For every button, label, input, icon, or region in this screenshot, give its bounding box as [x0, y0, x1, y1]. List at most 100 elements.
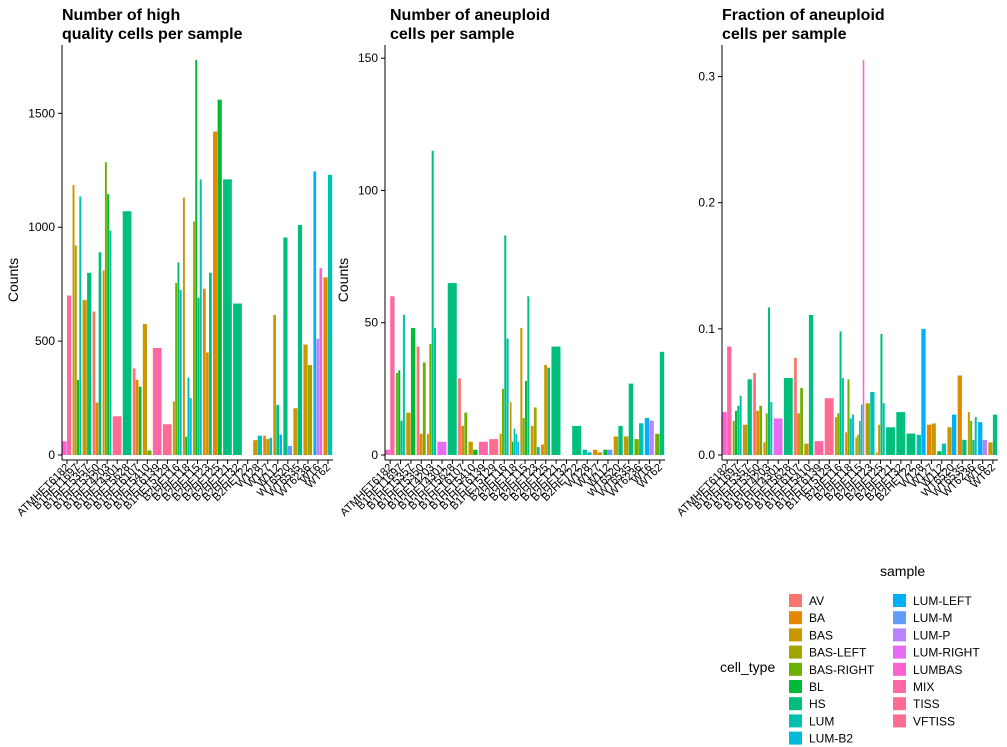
bar — [107, 194, 110, 455]
legend-item: VFTISS — [893, 714, 955, 728]
bar — [172, 401, 175, 455]
legend-item: BAS-LEFT — [789, 645, 867, 660]
panel-title-line: Number of high — [62, 7, 180, 24]
bar — [187, 377, 190, 455]
legend-item: BA — [789, 611, 825, 625]
legend-label: LUM-M — [913, 611, 952, 625]
legend-key — [789, 594, 802, 607]
legend-item: BAS-RIGHT — [789, 662, 875, 677]
bar — [896, 412, 906, 455]
legend-label: AV — [809, 594, 824, 608]
bar — [957, 375, 962, 455]
legend-item: HS — [789, 697, 826, 711]
bar — [530, 425, 534, 455]
bar — [509, 402, 512, 455]
bar — [659, 351, 665, 455]
legend-item: LUM-P — [893, 628, 950, 642]
bar — [520, 328, 523, 455]
bar — [72, 185, 75, 456]
bar — [410, 328, 416, 455]
bar — [878, 424, 881, 455]
bar — [319, 268, 323, 455]
bar — [544, 365, 547, 455]
panel-title-line: Fraction of aneuploid — [722, 7, 885, 24]
bar — [112, 416, 122, 455]
y-tick-label: 0.0 — [698, 448, 715, 462]
bar — [209, 272, 212, 455]
bar — [189, 398, 192, 455]
bar — [98, 252, 102, 455]
legend-key — [893, 680, 906, 693]
bar — [182, 197, 185, 455]
bar — [177, 262, 180, 455]
bar — [837, 413, 840, 455]
legend-label: LUM-P — [913, 628, 950, 642]
bar — [916, 434, 922, 455]
bar — [860, 404, 863, 455]
bar — [419, 433, 423, 455]
bar — [572, 425, 582, 455]
bar — [783, 378, 793, 455]
bar — [742, 424, 748, 455]
bar — [644, 417, 650, 455]
bar — [499, 433, 502, 455]
legend-label: TISS — [913, 697, 940, 711]
legend-color-title: cell_type — [720, 659, 775, 675]
bar — [293, 408, 298, 455]
legend-label: LUMBAS — [913, 663, 962, 677]
bar — [152, 347, 162, 455]
bar — [859, 420, 861, 455]
bar — [735, 410, 738, 455]
bar — [628, 383, 634, 455]
bar — [753, 373, 756, 455]
bar — [727, 346, 732, 455]
bar — [266, 439, 269, 455]
legend: sample cell_type AV BA BAS BAS-LEFT BAS-RIGHT B… — [720, 563, 980, 746]
bar — [808, 314, 814, 455]
bar — [655, 433, 660, 455]
bar — [138, 386, 142, 455]
bar — [770, 402, 773, 455]
bar — [422, 362, 426, 455]
bar — [464, 412, 468, 455]
bar — [970, 420, 973, 455]
bar — [722, 412, 727, 455]
bar — [431, 150, 434, 455]
bar — [135, 379, 139, 455]
legend-label: BAS-LEFT — [809, 646, 867, 660]
bar — [804, 443, 809, 455]
legend-key — [789, 611, 802, 625]
bar — [982, 439, 987, 455]
bar — [906, 433, 916, 455]
bar — [618, 425, 623, 455]
bar — [257, 435, 262, 455]
bar — [613, 436, 619, 455]
chart-panels: Number of high quality cells per sample Co… — [5, 7, 998, 519]
legend-item: LUM-LEFT — [893, 594, 972, 608]
panel-title-line: quality cells per sample — [62, 26, 243, 43]
bar — [213, 131, 218, 456]
bar — [522, 417, 525, 455]
bar — [437, 441, 447, 455]
bar — [398, 370, 401, 455]
bar — [273, 314, 276, 455]
bar — [882, 403, 885, 455]
bar — [536, 447, 540, 455]
bar — [739, 395, 742, 455]
bar — [967, 412, 970, 455]
bar — [203, 288, 206, 455]
bar — [941, 443, 947, 455]
y-tick-label: 0 — [371, 448, 378, 462]
bar — [592, 449, 598, 455]
bar — [132, 368, 136, 455]
bar — [92, 311, 96, 455]
legend-key — [789, 628, 802, 642]
bar — [233, 303, 242, 455]
bar — [147, 450, 152, 455]
bar — [77, 379, 80, 455]
legend-key — [789, 714, 802, 728]
y-tick-label: 0 — [48, 448, 55, 462]
bar — [427, 433, 430, 455]
legend-item: LUM — [789, 714, 834, 728]
panel-1: Number of high quality cells per sample Co… — [5, 7, 333, 519]
